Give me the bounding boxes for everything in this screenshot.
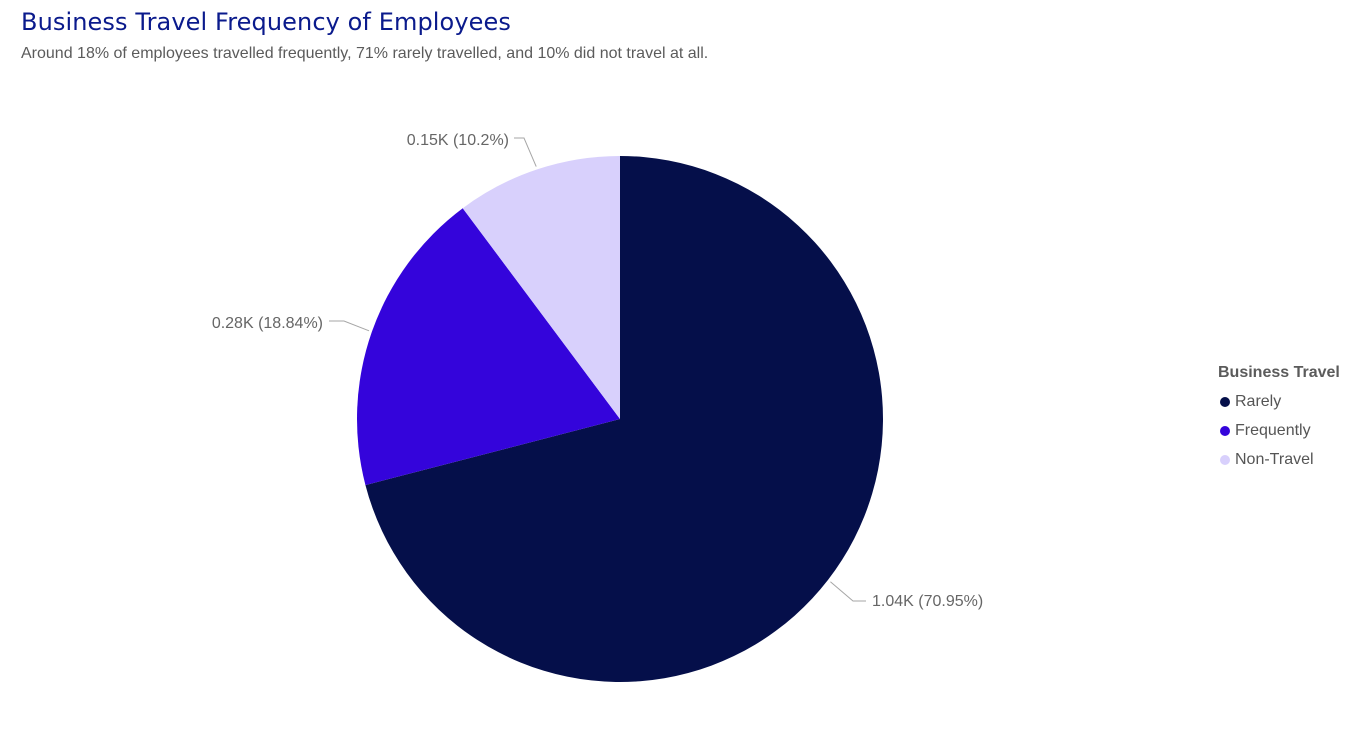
pie-slice-rarely[interactable] bbox=[365, 156, 883, 682]
data-label-non-travel: 0.15K (10.2%) bbox=[407, 132, 509, 149]
page-subtitle: Around 18% of employees travelled freque… bbox=[21, 45, 709, 62]
page-title: Business Travel Frequency of Employees bbox=[21, 8, 511, 36]
legend-label-frequently: Frequently bbox=[1235, 421, 1311, 439]
legend-label-rarely: Rarely bbox=[1235, 392, 1282, 410]
legend-dot-non-travel bbox=[1220, 454, 1230, 465]
legend-label-non-travel: Non-Travel bbox=[1235, 450, 1314, 468]
chart-legend: Business Travel Rarely Frequently Non-Tr… bbox=[1218, 364, 1340, 474]
pie-slice-frequently[interactable] bbox=[357, 208, 620, 486]
data-label-frequently: 0.28K (18.84%) bbox=[212, 315, 323, 332]
legend-item-rarely[interactable]: Rarely bbox=[1218, 387, 1340, 416]
pie-slice-non-travel[interactable] bbox=[462, 156, 620, 419]
legend-dot-frequently bbox=[1220, 425, 1230, 436]
legend-item-frequently[interactable]: Frequently bbox=[1218, 416, 1340, 445]
legend-item-non-travel[interactable]: Non-Travel bbox=[1218, 445, 1340, 474]
data-label-rarely: 1.04K (70.95%) bbox=[872, 593, 983, 610]
leader-line-frequently bbox=[329, 320, 370, 332]
legend-title: Business Travel bbox=[1218, 364, 1340, 381]
leader-line-non-travel bbox=[514, 137, 537, 167]
legend-dot-rarely bbox=[1220, 396, 1230, 407]
leader-line-rarely bbox=[830, 581, 866, 602]
